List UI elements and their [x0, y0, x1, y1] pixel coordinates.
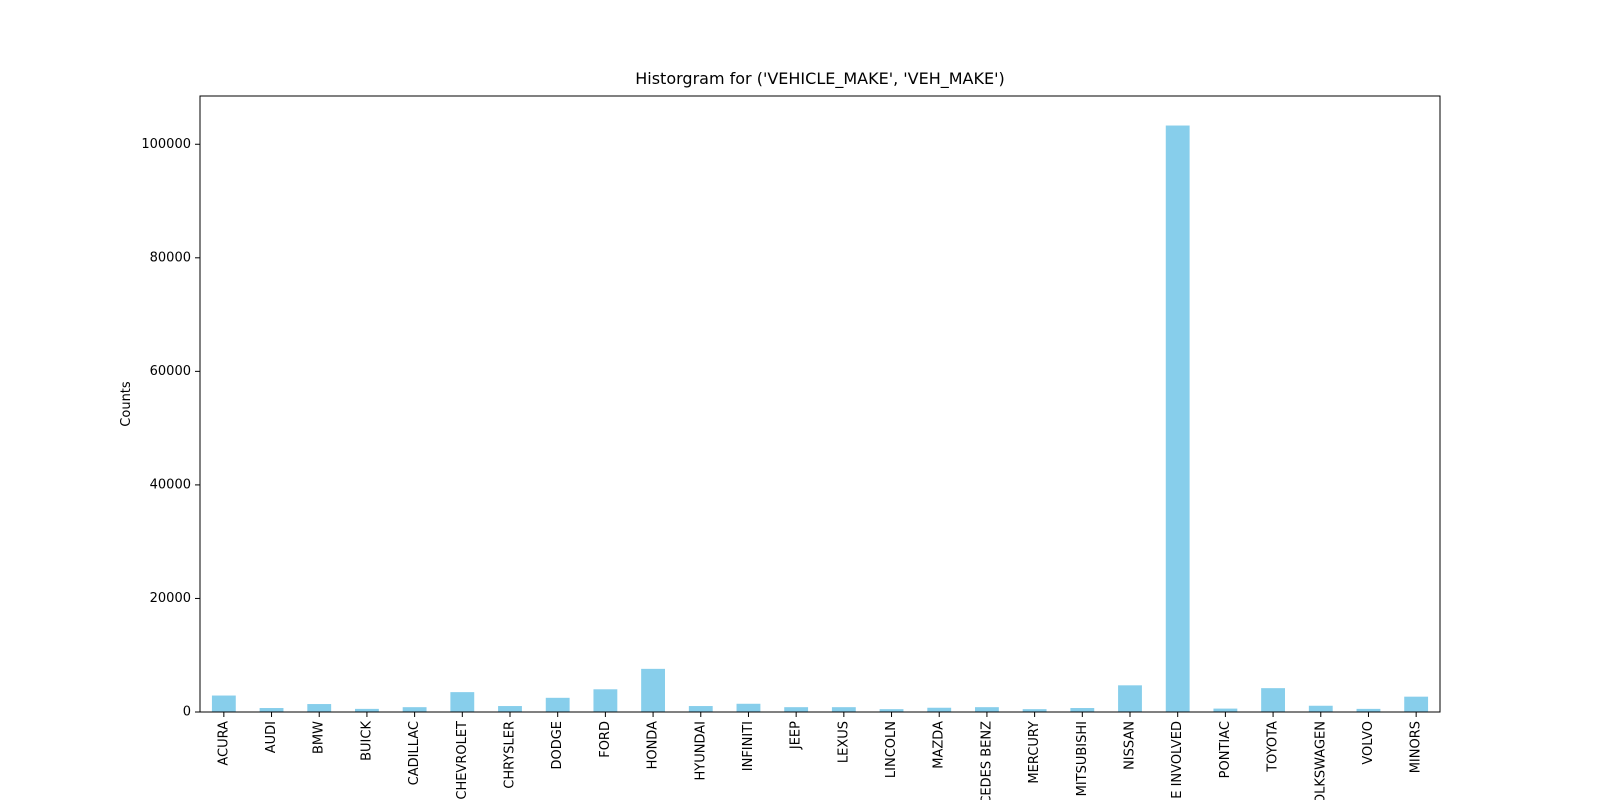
x-tick-label: MITSUBISHI	[1075, 721, 1090, 796]
bar-mercury	[1022, 709, 1047, 712]
bar-nissan	[1118, 685, 1142, 712]
bar-minors	[1404, 696, 1429, 712]
bar-chrysler	[498, 706, 522, 712]
x-tick-label: LEXUS	[836, 721, 851, 763]
x-tick-label: INFINITI	[741, 721, 756, 771]
bar-hyundai	[688, 706, 713, 712]
bar-jeep	[784, 707, 809, 712]
chart-title: Historgram for ('VEHICLE_MAKE', 'VEH_MAK…	[635, 69, 1005, 89]
bar-infiniti	[736, 703, 761, 712]
bar-lincoln	[879, 709, 904, 712]
bar-audi	[259, 708, 284, 712]
bar-mazda	[927, 707, 952, 712]
x-tick-label: TOYOTA	[1266, 721, 1281, 773]
bar-mercedes-benz	[975, 707, 999, 712]
bar-pontiac	[1213, 708, 1238, 712]
bar-cadillac	[402, 707, 427, 712]
x-tick-label: VOLKSWAGEN	[1313, 721, 1328, 800]
bar-volvo	[1356, 708, 1381, 712]
x-tick-label: MERCEDES BENZ	[979, 721, 994, 800]
bar-toyota	[1261, 688, 1285, 712]
y-tick-label: 80000	[150, 250, 191, 265]
x-tick-label: FORD	[598, 721, 613, 758]
bar-ford	[593, 689, 618, 712]
bar-none-involved	[1165, 125, 1190, 712]
y-tick-label: 60000	[150, 364, 191, 379]
y-tick-label: 100000	[141, 137, 191, 152]
x-tick-label: BMW	[312, 721, 327, 754]
bar-acura	[211, 695, 236, 712]
x-tick-label: NISSAN	[1123, 721, 1138, 770]
x-tick-label: MAZDA	[932, 721, 947, 769]
x-tick-label: VOLVO	[1361, 721, 1376, 765]
x-tick-label: LINCOLN	[884, 721, 899, 778]
x-tick-label: MINORS	[1409, 721, 1424, 773]
bar-chevrolet	[450, 692, 475, 712]
x-tick-label: DODGE	[550, 721, 565, 770]
x-tick-label: MERCURY	[1027, 721, 1042, 784]
x-tick-label: ACURA	[216, 721, 231, 766]
x-tick-label: NONE INVOLVED	[1170, 721, 1185, 800]
bar-lexus	[831, 707, 856, 712]
bar-dodge	[545, 697, 570, 712]
x-tick-label: HYUNDAI	[693, 721, 708, 780]
y-axis-label: Counts	[119, 381, 134, 427]
x-tick-label: JEEP	[789, 721, 804, 750]
y-tick-label: 0	[183, 705, 191, 720]
y-axis-ticks: 0 20000 40000 60000 80000 100000	[141, 137, 200, 720]
plot-frame	[199, 95, 1441, 713]
bar-volkswagen	[1308, 705, 1333, 712]
bar-bmw	[307, 704, 332, 712]
x-tick-label: CHRYSLER	[503, 721, 518, 789]
bar-mitsubishi	[1070, 708, 1095, 712]
x-tick-label: HONDA	[646, 721, 661, 770]
x-tick-label: CADILLAC	[407, 721, 422, 785]
x-tick-label: CHEVROLET	[455, 721, 470, 800]
bar-honda	[641, 668, 665, 712]
x-axis-ticks: ACURA AUDI BMW BUICK CADILLAC CHEVROLET CHRYSL…	[216, 712, 1424, 800]
bar-buick	[355, 708, 379, 712]
bars-group	[211, 125, 1429, 712]
x-tick-label: AUDI	[264, 721, 279, 753]
x-tick-label: PONTIAC	[1218, 721, 1233, 778]
y-tick-label: 20000	[150, 591, 191, 606]
y-tick-label: 40000	[150, 477, 191, 492]
x-tick-label: BUICK	[359, 721, 374, 761]
